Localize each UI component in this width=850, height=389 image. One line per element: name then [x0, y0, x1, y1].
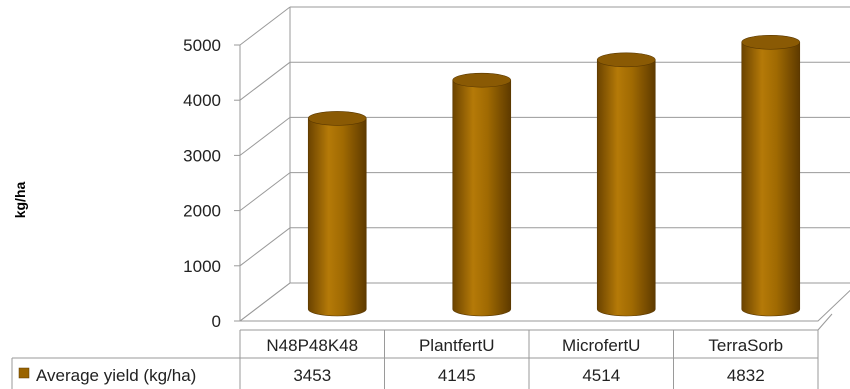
y-tick-label: 0	[212, 312, 221, 331]
data-label: 3453	[293, 366, 331, 385]
y-tick-label: 3000	[183, 146, 221, 165]
data-label: 4514	[582, 366, 620, 385]
data-table: N48P48K48 3453 PlantfertU 4145 MicrofertU 451…	[11, 313, 833, 389]
x-tick-label: N48P48K48	[266, 336, 358, 355]
bar-body	[741, 41, 801, 317]
x-tick-label: PlantfertU	[419, 336, 495, 355]
y-axis-label: kg/ha	[12, 182, 28, 219]
bar-top	[741, 34, 801, 50]
gridline-side	[239, 61, 291, 101]
table-line	[817, 313, 833, 331]
bar-top	[596, 52, 656, 68]
bar-group	[452, 72, 512, 317]
data-label: 4145	[438, 366, 476, 385]
bar-top	[452, 72, 512, 88]
x-tick-label: MicrofertU	[562, 336, 640, 355]
legend-swatch	[18, 367, 30, 379]
data-label: 4832	[727, 366, 765, 385]
y-tick-label: 1000	[183, 257, 221, 276]
y-tick-label: 2000	[183, 202, 221, 221]
bar-body	[596, 59, 656, 317]
gridline-side	[239, 282, 291, 322]
bar-body	[452, 79, 512, 317]
bar-layer	[307, 34, 801, 317]
y-tick-layer: 0 1000 2000 3000 4000 5000	[183, 36, 240, 331]
bar-top	[307, 111, 367, 126]
bar-group	[596, 52, 656, 317]
x-tick-label: TerraSorb	[708, 336, 783, 355]
legend-label: Average yield (kg/ha)	[36, 366, 196, 385]
bar-group	[741, 34, 801, 317]
gridline-side	[239, 6, 291, 46]
y-tick-label: 5000	[183, 36, 221, 55]
gridline-side	[239, 117, 291, 156]
gridline-side	[239, 172, 291, 211]
gridline-side	[239, 227, 291, 267]
y-tick-label: 4000	[183, 91, 221, 110]
bar-group	[307, 111, 367, 317]
bar-body	[307, 118, 367, 317]
